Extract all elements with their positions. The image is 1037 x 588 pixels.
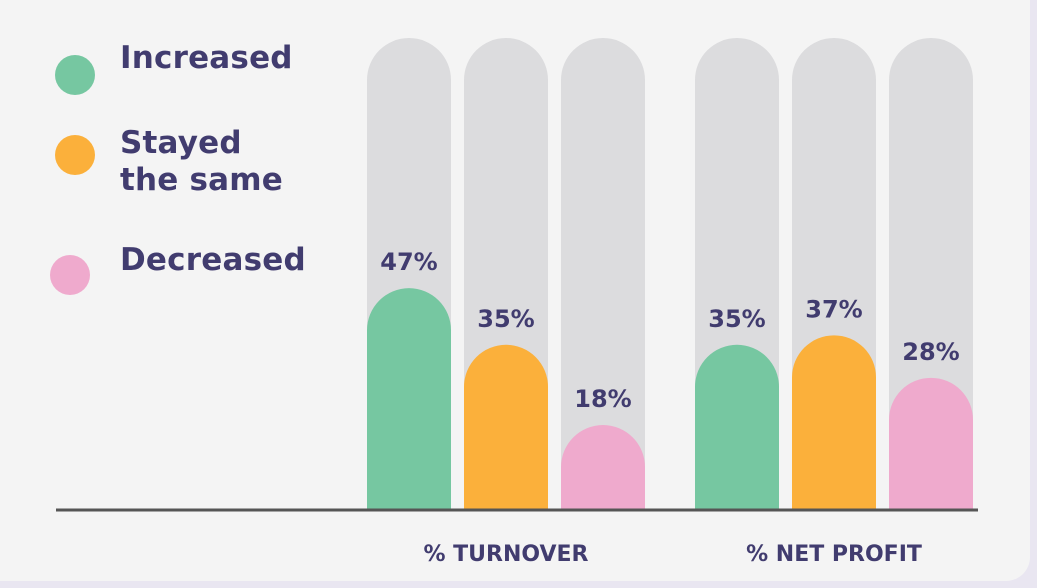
bar-track-turnover-decreased [561,38,645,510]
data-label-net-profit-increased: 35% [708,305,765,333]
bar-turnover-stayed-the-same [464,344,548,510]
legend-swatch-increased [55,55,95,95]
bar-net-profit-decreased [889,377,973,510]
data-label-turnover-stayed-the-same: 35% [477,305,534,333]
category-label-net-profit: % NET PROFIT [746,542,922,567]
category-label-turnover: % TURNOVER [423,542,588,567]
legend-label-increased: Increased [120,40,293,76]
bar-turnover-increased [367,288,451,510]
legend-label-decreased: Decreased [120,242,306,278]
legend-swatch-decreased [50,255,90,295]
data-label-net-profit-stayed-the-same: 37% [805,295,862,323]
bar-net-profit-increased [695,344,779,510]
data-label-turnover-decreased: 18% [574,385,631,413]
bar-net-profit-stayed-the-same [792,335,876,510]
legend-swatch-stayed-the-same [55,135,95,175]
legend-label-stayed-the-same: Stayed the same [120,125,284,198]
bar-turnover-decreased [561,425,645,510]
data-label-turnover-increased: 47% [380,248,437,276]
data-label-net-profit-decreased: 28% [902,338,959,366]
